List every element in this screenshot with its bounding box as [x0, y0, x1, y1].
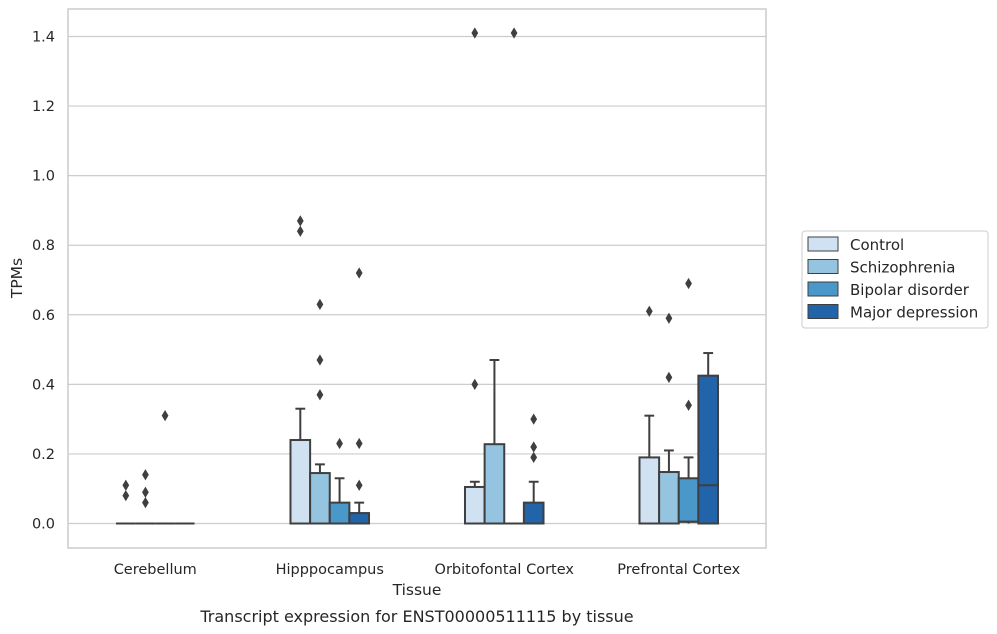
box-group: [328, 437, 351, 525]
outlier-point: [355, 437, 363, 450]
y-tick-label: 0.8: [32, 238, 55, 254]
y-tick-label: 0.6: [32, 308, 55, 324]
box-group: [463, 27, 486, 525]
box-group: [697, 352, 720, 525]
legend-swatch: [807, 304, 839, 319]
outlier-point: [296, 215, 304, 227]
box-group: [115, 479, 136, 525]
chart-caption: Transcript expression for ENST0000051111…: [199, 607, 633, 626]
x-axis-ticks: Cerebellum Hipppocampus Orbitofontal Corte…: [114, 562, 741, 578]
box-group: [483, 359, 506, 525]
x-tick-label: Hipppocampus: [276, 562, 384, 578]
box: [348, 512, 371, 525]
box-plot-series: [115, 27, 720, 525]
outlier-point: [510, 27, 518, 39]
outlier-point: [161, 410, 169, 422]
box: [463, 485, 486, 525]
legend: Control Schizophrenia Bipolar disorder Majo…: [801, 230, 989, 329]
x-axis-label: Tissue: [392, 581, 442, 599]
outlier-point: [316, 354, 324, 366]
legend-swatch: [807, 281, 839, 297]
legend-label: Control: [850, 236, 904, 254]
outlier-point: [685, 399, 692, 411]
legend-frame: [801, 230, 989, 329]
outlier-point: [645, 305, 653, 317]
outlier-point: [685, 277, 692, 290]
plot-frame: [67, 8, 767, 549]
box-group: [309, 298, 331, 525]
y-tick-label: 1.2: [32, 99, 55, 115]
box-group: [638, 305, 661, 525]
legend-swatch: [807, 236, 839, 252]
outlier-point: [316, 298, 324, 310]
box-group: [348, 267, 371, 525]
box: [697, 374, 720, 525]
outlier-point: [355, 479, 363, 491]
x-tick-label: Prefrontal Cortex: [617, 562, 740, 578]
box-group: [504, 27, 524, 525]
box: [522, 501, 545, 525]
outlier-point: [665, 312, 673, 324]
outlier-point: [471, 378, 479, 390]
x-tick-label: Cerebellum: [114, 562, 197, 578]
y-tick-label: 0.2: [32, 447, 55, 463]
y-axis-label: TPMs: [8, 258, 26, 299]
box: [309, 472, 331, 525]
y-axis-ticks: 0.0 0.2 0.4 0.6 0.8 1.0 1.2 1.4: [32, 30, 55, 533]
legend-label: Schizophrenia: [850, 259, 955, 277]
x-tick-label: Orbitofontal Cortex: [435, 562, 575, 578]
outlier-point: [142, 497, 149, 509]
outlier-point: [122, 479, 130, 491]
outlier-point: [530, 413, 538, 425]
box: [658, 471, 680, 525]
y-tick-label: 0.4: [32, 377, 55, 393]
box: [483, 443, 506, 525]
outlier-point: [336, 437, 343, 450]
legend-label: Major depression: [850, 304, 978, 322]
outlier-point: [665, 371, 673, 384]
box-group: [155, 410, 175, 525]
outlier-point: [471, 27, 479, 39]
box-group: [289, 215, 312, 525]
y-tick-label: 1.0: [32, 169, 55, 185]
legend-swatch: [807, 259, 839, 274]
y-tick-label: 1.4: [32, 30, 55, 46]
box-group: [658, 312, 680, 525]
box: [328, 501, 351, 525]
y-gridlines: [68, 35, 766, 525]
legend-label: Bipolar disorder: [850, 281, 970, 299]
box: [677, 477, 700, 523]
box: [638, 456, 661, 525]
outlier-point: [530, 441, 538, 453]
outlier-point: [142, 469, 149, 481]
outlier-point: [355, 267, 363, 279]
outlier-point: [122, 490, 130, 502]
outlier-point: [530, 451, 538, 464]
box-group: [522, 413, 545, 525]
outlier-point: [142, 486, 149, 498]
outlier-point: [296, 225, 304, 237]
outlier-point: [316, 389, 324, 401]
box-group: [135, 469, 156, 525]
y-tick-label: 0.0: [32, 517, 55, 533]
box: [289, 439, 312, 525]
